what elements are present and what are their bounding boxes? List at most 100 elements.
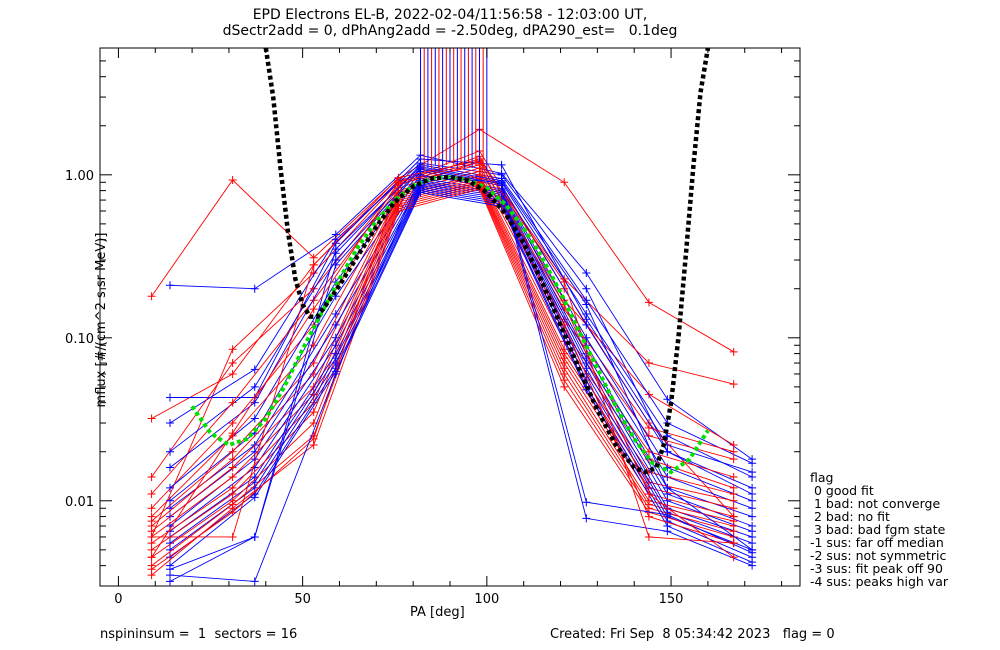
data-point-marker (166, 419, 174, 428)
x-tick-label: 0 (114, 592, 122, 607)
series-line (151, 164, 734, 570)
data-point-marker (748, 459, 757, 468)
data-point-marker (582, 514, 591, 523)
series-line (169, 175, 753, 582)
flag-legend-item: -1 sus: far off median (810, 535, 944, 550)
series-line (151, 160, 734, 544)
data-point-marker (582, 300, 591, 309)
data-point-marker (309, 284, 318, 293)
data-point-marker (228, 429, 237, 438)
series-line (169, 164, 753, 464)
data-point-marker (166, 483, 174, 492)
data-point-marker (166, 496, 174, 505)
data-point-marker (147, 532, 156, 541)
series-line (169, 178, 753, 509)
data-point-marker (250, 414, 259, 423)
data-point-marker (147, 490, 156, 499)
data-point-marker (309, 434, 318, 443)
data-point-marker (228, 398, 237, 407)
series-line (169, 168, 753, 582)
data-point-marker (228, 472, 237, 481)
data-point-marker (331, 260, 340, 269)
footer-right: Created: Fri Sep 8 05:34:42 2023 flag = … (550, 627, 835, 642)
data-point-marker (147, 545, 156, 554)
data-point-marker (644, 532, 653, 541)
data-point-marker (250, 382, 259, 391)
data-point-marker (228, 419, 237, 428)
data-point-marker (416, 188, 425, 197)
series-line (151, 177, 734, 532)
data-point-marker (748, 561, 757, 570)
data-point-marker (228, 359, 237, 368)
series-line (151, 170, 734, 517)
x-tick-label: 100 (474, 592, 499, 607)
data-point-marker (644, 512, 653, 521)
data-point-marker (663, 510, 672, 519)
data-point-marker (228, 490, 237, 499)
data-point-marker (331, 309, 340, 318)
chart-title-line2: dSectr2add = 0, dPhAng2add = -2.50deg, d… (222, 23, 678, 39)
series-line (169, 180, 753, 518)
data-point-marker (228, 463, 237, 472)
data-point-marker (309, 253, 318, 262)
fit-curve (190, 174, 710, 475)
model-curve-layer (263, 48, 711, 475)
data-point-marker (748, 512, 757, 521)
x-tick-label: 50 (294, 592, 311, 607)
data-point-marker (497, 176, 506, 185)
data-point-marker (331, 369, 340, 378)
x-tick-label: 150 (659, 592, 684, 607)
data-point-marker (166, 577, 174, 586)
data-point-marker (729, 504, 738, 513)
data-point-marker (729, 380, 738, 389)
flag-legend: flag 0 good fit 1 bad: not converge 2 ba… (810, 471, 948, 588)
data-point-marker (147, 414, 156, 423)
footer-left: nspininsum = 1 sectors = 16 (100, 627, 298, 642)
data-point-marker (663, 447, 672, 456)
data-point-marker (309, 305, 318, 314)
series-line (169, 183, 753, 532)
data-point-marker (166, 447, 174, 456)
data-point-marker (147, 472, 156, 481)
series-line (151, 161, 734, 558)
data-point-marker (729, 496, 738, 505)
data-point-marker (644, 423, 653, 432)
data-point-marker (748, 539, 757, 548)
data-point-marker (729, 347, 738, 356)
data-point-marker (748, 504, 757, 513)
series-line (169, 191, 753, 566)
data-point-marker (582, 320, 591, 329)
data-point-marker (729, 447, 738, 456)
data-point-marker (147, 504, 156, 513)
data-point-marker (582, 333, 591, 342)
data-point-marker (394, 206, 403, 215)
data-point-marker (228, 369, 237, 378)
data-point-marker (147, 565, 156, 574)
data-point-marker (147, 553, 156, 562)
series-line (151, 188, 734, 576)
data-series-layer (147, 125, 757, 586)
flag-legend-item: 0 good fit (810, 483, 874, 498)
data-point-marker (250, 365, 259, 374)
x-axis-label: PA [deg] (410, 605, 465, 620)
data-point-marker (729, 455, 738, 464)
data-point-marker (644, 359, 653, 368)
data-point-marker (228, 447, 237, 456)
data-point-marker (250, 284, 259, 293)
flag-legend-item: -2 sus: not symmetric (810, 548, 947, 563)
data-point-marker (250, 577, 259, 586)
y-tick-label: 0.01 (65, 495, 94, 510)
data-point-marker (729, 440, 738, 449)
data-point-marker (250, 493, 259, 502)
data-point-marker (228, 508, 237, 517)
series-line (169, 181, 753, 527)
data-point-marker (663, 496, 672, 505)
series-line (169, 166, 753, 570)
flag-legend-item: -4 sus: peaks high var (810, 574, 949, 589)
y-tick-label: 0.10 (65, 332, 94, 347)
data-point-marker (228, 532, 237, 541)
data-point-marker (729, 539, 738, 548)
flag-legend-item: 3 bad: bad fgm state (810, 522, 946, 537)
data-point-marker (748, 496, 757, 505)
